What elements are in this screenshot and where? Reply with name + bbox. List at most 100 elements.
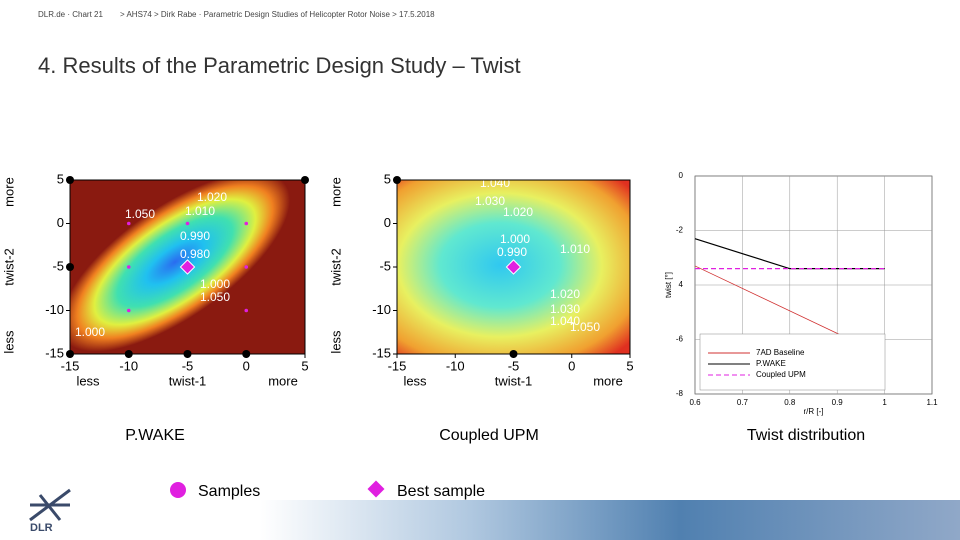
sample-point — [301, 176, 309, 184]
contour-label: 1.000 — [75, 325, 105, 339]
breadcrumb: > AHS74 > Dirk Rabe · Parametric Design … — [120, 10, 435, 19]
x-tick-label: 0.6 — [689, 398, 701, 407]
sample-point — [244, 221, 249, 226]
contour-label: 1.010 — [185, 204, 215, 218]
contour-label: 0.990 — [497, 245, 527, 259]
contour-label: 1.020 — [503, 205, 533, 219]
contour-label: 1.040 — [550, 314, 580, 328]
y-tick-label: 5 — [57, 171, 64, 186]
y-tick-label: -8 — [676, 389, 684, 398]
x-axis-label: twist-1 — [169, 373, 207, 388]
series-line — [694, 238, 885, 270]
x-tick-label: -5 — [182, 358, 194, 373]
plot-caption: Coupled UPM — [439, 427, 539, 444]
sample-point — [244, 308, 249, 313]
x-tick-label: 0 — [243, 358, 250, 373]
sample-point — [66, 350, 74, 358]
y-more: more — [1, 177, 16, 207]
y-tick-label: -10 — [372, 302, 391, 317]
x-tick-label: 0 — [568, 358, 575, 373]
dlr-logo — [29, 488, 71, 522]
x-tick-label: -10 — [119, 358, 138, 373]
breadcrumb: DLR.de · Chart 21 — [38, 10, 103, 19]
chart-caption: Twist distribution — [747, 427, 865, 444]
y-less: less — [328, 330, 343, 354]
contour-label: 1.010 — [560, 242, 590, 256]
sample-point — [66, 263, 74, 271]
x-tick-label: 0.9 — [832, 398, 844, 407]
y-axis-label: twist [°] — [664, 272, 673, 298]
x-tick-label: 5 — [301, 358, 308, 373]
y-less: less — [1, 330, 16, 354]
y-more: more — [328, 177, 343, 207]
x-axis-label: twist-1 — [495, 373, 533, 388]
x-tick-label: 5 — [626, 358, 633, 373]
slide-title: 4. Results of the Parametric Design Stud… — [38, 53, 521, 78]
legend-symbol — [170, 482, 186, 498]
sample-point — [183, 350, 192, 358]
legend-box — [699, 333, 886, 391]
contour-label: 1.000 — [200, 277, 230, 291]
contour-label: 1.020 — [550, 287, 580, 301]
contour-label: 0.990 — [180, 229, 210, 243]
x-tick-label: -5 — [508, 358, 520, 373]
legend-symbol — [367, 480, 385, 498]
sample-point — [66, 176, 74, 184]
y-tick-label: 5 — [384, 171, 391, 186]
sample-point — [393, 176, 401, 184]
contour-label: 1.000 — [500, 232, 530, 246]
sample-point — [244, 265, 249, 269]
sample-point — [185, 221, 190, 226]
x-more: more — [593, 373, 623, 388]
contour-label: 1.050 — [125, 207, 155, 221]
y-tick-label: -10 — [45, 302, 64, 317]
plot-caption: P.WAKE — [125, 427, 185, 444]
contour-label: 1.020 — [197, 190, 227, 204]
contour-label: 1.050 — [200, 290, 230, 304]
y-tick-label: -5 — [52, 258, 64, 273]
x-tick-label: -10 — [446, 358, 465, 373]
y-tick-label: 0 — [384, 215, 391, 230]
x-axis-label: r/R [-] — [804, 407, 824, 416]
sample-point — [509, 350, 518, 358]
legend-label: Best sample — [397, 483, 485, 500]
contour-label: 1.030 — [475, 194, 505, 208]
y-tick-label: -6 — [676, 335, 684, 344]
y-tick-label: -15 — [45, 345, 64, 360]
x-tick-label: 1.1 — [926, 398, 938, 407]
x-less: less — [403, 373, 427, 388]
x-more: more — [268, 373, 298, 388]
x-tick-label: 0.7 — [737, 398, 749, 407]
contour-field — [70, 180, 305, 354]
y-tick-label: -5 — [379, 258, 391, 273]
sample-point — [242, 350, 251, 358]
sample-point — [126, 265, 131, 269]
y-tick-label: -2 — [676, 226, 684, 235]
y-tick-label: 0 — [57, 215, 64, 230]
sample-point — [126, 308, 131, 313]
logo-text: DLR — [30, 522, 53, 534]
legend-label: P.WAKE — [756, 359, 786, 368]
legend-label: 7AD Baseline — [756, 348, 805, 357]
banner-image — [260, 500, 960, 540]
contour-label: 1.030 — [550, 302, 580, 316]
best-sample — [505, 259, 522, 275]
sample-point — [126, 221, 131, 226]
y-axis-label: twist-2 — [328, 248, 343, 286]
y-tick-label: -15 — [372, 345, 391, 360]
y-tick-label: 0 — [679, 171, 684, 180]
legend-label: Samples — [198, 483, 260, 500]
x-tick-label: -15 — [388, 358, 407, 373]
best-sample — [179, 259, 196, 275]
y-tick-label: 4 — [679, 280, 684, 289]
x-tick-label: 0.8 — [784, 398, 796, 407]
legend-label: Coupled UPM — [756, 370, 806, 379]
y-axis-label: twist-2 — [1, 248, 16, 286]
x-tick-label: -15 — [61, 358, 80, 373]
sample-point — [124, 350, 133, 358]
contour-label: 1.050 — [570, 320, 600, 334]
x-tick-label: 1 — [882, 398, 887, 407]
contour-label: 1.040 — [480, 176, 510, 190]
x-less: less — [76, 373, 100, 388]
